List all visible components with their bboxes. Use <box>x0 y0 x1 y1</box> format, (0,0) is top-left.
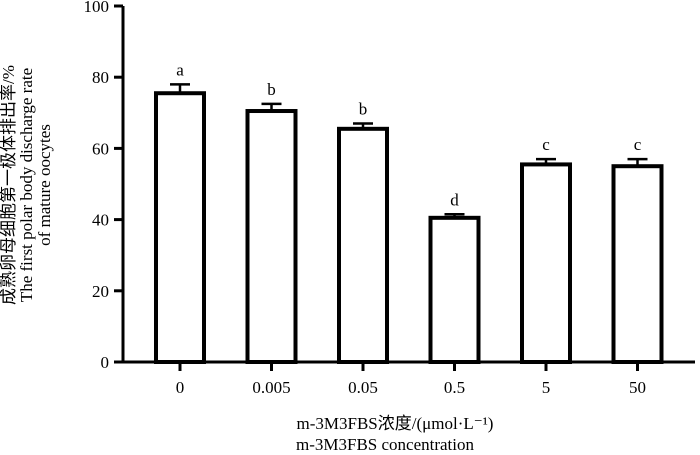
x-axis-title-line-1: m-3M3FBS浓度/(μmol·L⁻¹) <box>297 414 494 433</box>
x-tick-label-0.005: 0.005 <box>252 378 290 397</box>
significance-label-0: a <box>176 60 184 79</box>
y-axis-title-line-1: 成熟卵母细胞第一极体排出率/% <box>0 65 18 305</box>
labels-layer: 0 20 40 60 80 100 a 0 b 0.005 b 0.05 d 0.5 c 5 c 50 <box>84 0 647 397</box>
x-tick-label-50: 50 <box>629 378 646 397</box>
bars-layer <box>154 83 664 364</box>
significance-label-0.005: b <box>267 80 276 99</box>
bar-0.005 <box>245 109 298 364</box>
x-tick-label-0.05: 0.05 <box>348 378 378 397</box>
bar-5 <box>520 162 572 364</box>
x-axis-title-line-2: m-3M3FBS concentration <box>296 435 475 454</box>
significance-label-5: c <box>542 135 550 154</box>
bar-0.5 <box>428 215 481 364</box>
y-axis-title-line-3: of mature oocytes <box>35 124 54 246</box>
y-tick-label-60: 60 <box>92 139 109 158</box>
x-tick-label-0.5: 0.5 <box>444 378 465 397</box>
bar-0 <box>154 91 206 364</box>
y-axis-title-line-2: The first polar body discharge rate <box>17 68 36 302</box>
y-tick-label-20: 20 <box>92 282 109 301</box>
y-tick-label-100: 100 <box>84 0 110 16</box>
y-tick-label-80: 80 <box>92 68 109 87</box>
axes-layer <box>121 6 695 364</box>
significance-label-50: c <box>634 135 642 154</box>
significance-label-0.05: b <box>359 99 368 118</box>
bar-0.05 <box>337 126 389 364</box>
x-tick-label-0: 0 <box>176 378 185 397</box>
bar-50 <box>611 164 664 364</box>
y-tick-label-0: 0 <box>101 353 110 372</box>
y-tick-label-40: 40 <box>92 211 109 230</box>
y-axis-title: 成熟卵母细胞第一极体排出率/% The first polar body dis… <box>0 65 54 305</box>
x-tick-label-5: 5 <box>542 378 551 397</box>
significance-label-0.5: d <box>450 190 459 209</box>
